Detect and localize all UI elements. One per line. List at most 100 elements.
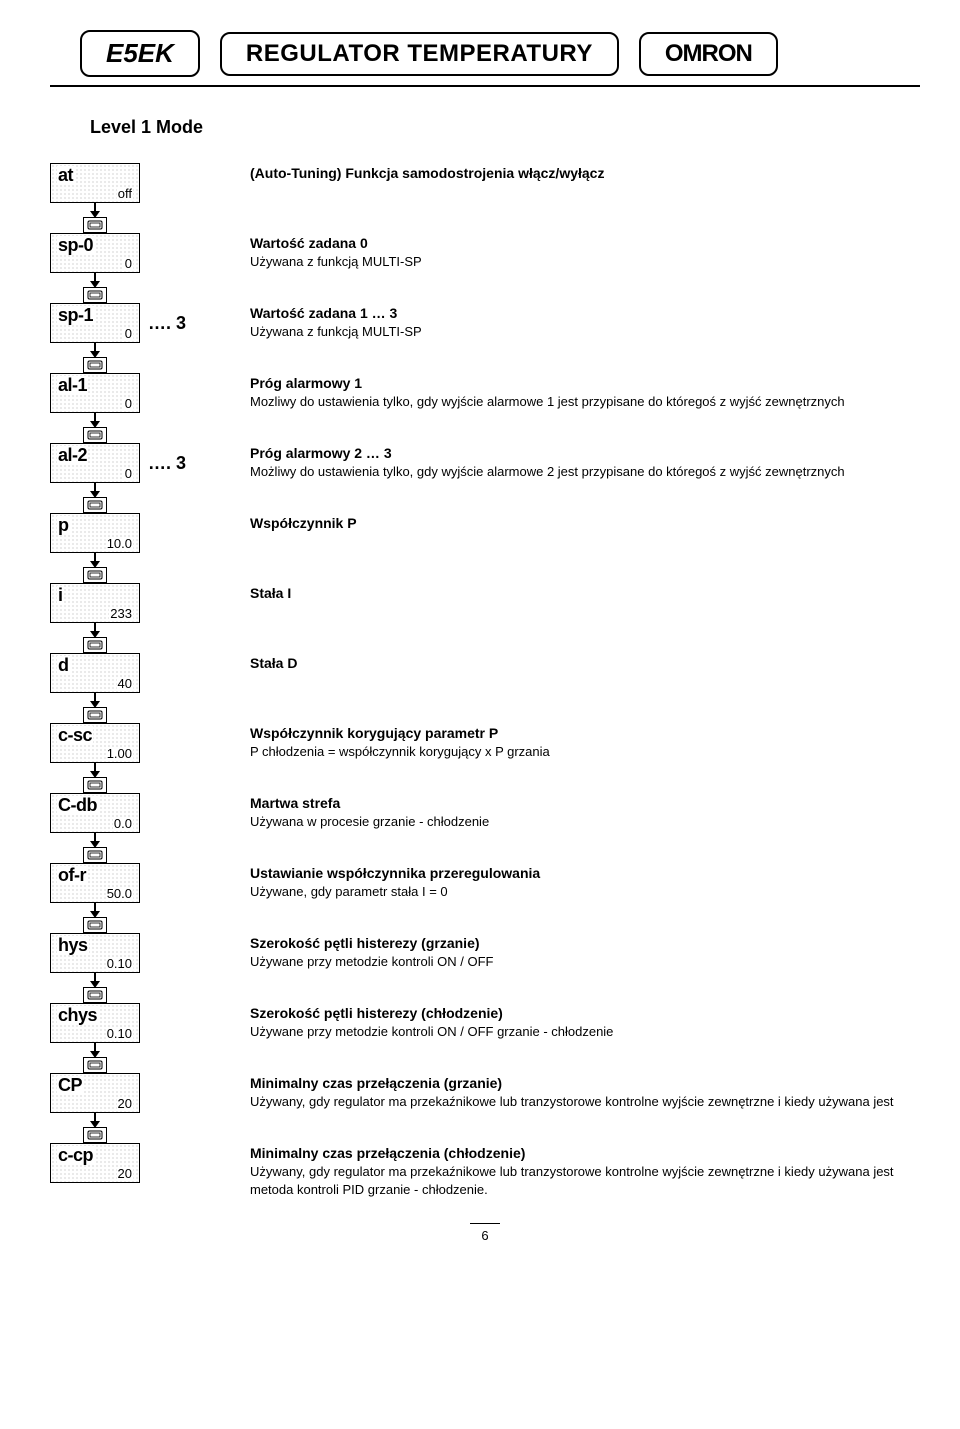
connector-row bbox=[50, 763, 920, 793]
connector-left bbox=[50, 553, 250, 583]
lcd-value: 0 bbox=[124, 327, 133, 340]
lcd-display: c-sc1.00 bbox=[50, 723, 140, 763]
param-left: c-sc1.00 bbox=[50, 723, 250, 763]
lcd-display: sp-00 bbox=[50, 233, 140, 273]
lcd-label: sp-1 bbox=[57, 306, 94, 324]
connector-row bbox=[50, 693, 920, 723]
lcd-value: 10.0 bbox=[106, 537, 133, 550]
display-key-icon bbox=[83, 497, 107, 513]
lcd-display: C-db0.0 bbox=[50, 793, 140, 833]
arrow-connector bbox=[50, 903, 140, 933]
param-description: Próg alarmowy 2 … 3Możliwy do ustawienia… bbox=[250, 443, 920, 481]
lcd-display: d40 bbox=[50, 653, 140, 693]
arrow-line bbox=[94, 973, 96, 981]
connector-row bbox=[50, 203, 920, 233]
connector-left bbox=[50, 203, 250, 233]
param-description: Minimalny czas przełączenia (grzanie)Uży… bbox=[250, 1073, 920, 1111]
arrow-connector bbox=[50, 203, 140, 233]
connector-left bbox=[50, 413, 250, 443]
param-description: Współczynnik P bbox=[250, 513, 920, 533]
param-subtitle: Używane przy metodzie kontroli ON / OFF bbox=[250, 953, 920, 971]
connector-filler bbox=[250, 973, 920, 975]
connector-filler bbox=[250, 1113, 920, 1115]
param-description: Wartość zadana 1 … 3Używana z funkcją MU… bbox=[250, 303, 920, 341]
display-key-icon bbox=[83, 987, 107, 1003]
connector-left bbox=[50, 343, 250, 373]
arrow-connector bbox=[50, 763, 140, 793]
connector-row bbox=[50, 1043, 920, 1073]
model-box: E5EK bbox=[80, 30, 200, 77]
lcd-value: 0 bbox=[124, 467, 133, 480]
lcd-value: 233 bbox=[109, 607, 133, 620]
lcd-display: atoff bbox=[50, 163, 140, 203]
param-description: Ustawianie współczynnika przeregulowania… bbox=[250, 863, 920, 901]
connector-filler bbox=[250, 273, 920, 275]
lcd-label: d bbox=[57, 656, 70, 674]
connector-filler bbox=[250, 833, 920, 835]
arrow-line bbox=[94, 833, 96, 841]
lcd-label: chys bbox=[57, 1006, 98, 1024]
param-row: atoff (Auto-Tuning) Funkcja samodostrojen… bbox=[50, 163, 920, 203]
display-key-icon bbox=[83, 707, 107, 723]
param-left: hys0.10 bbox=[50, 933, 250, 973]
param-subtitle: Używana w procesie grzanie - chłodzenie bbox=[250, 813, 920, 831]
arrow-line bbox=[94, 343, 96, 351]
param-title: Wartość zadana 0 bbox=[250, 235, 920, 251]
arrow-connector bbox=[50, 483, 140, 513]
arrow-line bbox=[94, 693, 96, 701]
title-label: REGULATOR TEMPERATURY bbox=[246, 40, 593, 68]
param-subtitle: Używana z funkcją MULTI-SP bbox=[250, 323, 920, 341]
display-key-icon bbox=[83, 847, 107, 863]
param-subtitle: Używane przy metodzie kontroli ON / OFF … bbox=[250, 1023, 920, 1041]
arrow-connector bbox=[50, 1043, 140, 1073]
lcd-display: of-r50.0 bbox=[50, 863, 140, 903]
lcd-display: CP20 bbox=[50, 1073, 140, 1113]
arrow-line bbox=[94, 553, 96, 561]
lcd-label: al-1 bbox=[57, 376, 88, 394]
param-left: d40 bbox=[50, 653, 250, 693]
lcd-display: chys 0.10 bbox=[50, 1003, 140, 1043]
param-subtitle: Używany, gdy regulator ma przekaźnikowe … bbox=[250, 1093, 920, 1111]
param-left: sp-00 bbox=[50, 233, 250, 273]
connector-filler bbox=[250, 203, 920, 205]
param-description: Stała D bbox=[250, 653, 920, 673]
arrow-connector bbox=[50, 1113, 140, 1143]
param-list: atoff (Auto-Tuning) Funkcja samodostrojen… bbox=[50, 163, 920, 1198]
param-title: Szerokość pętli histerezy (chłodzenie) bbox=[250, 1005, 920, 1021]
param-description: (Auto-Tuning) Funkcja samodostrojenia wł… bbox=[250, 163, 920, 183]
level-title: Level 1 Mode bbox=[90, 117, 920, 138]
display-key-icon bbox=[83, 287, 107, 303]
brand-box: OMRON bbox=[639, 32, 778, 76]
param-left: chys 0.10 bbox=[50, 1003, 250, 1043]
page-number: 6 bbox=[470, 1223, 500, 1243]
display-key-icon bbox=[83, 1127, 107, 1143]
arrow-connector bbox=[50, 623, 140, 653]
param-left: C-db0.0 bbox=[50, 793, 250, 833]
connector-row bbox=[50, 833, 920, 863]
arrow-connector bbox=[50, 833, 140, 863]
param-subtitle: Używana z funkcją MULTI-SP bbox=[250, 253, 920, 271]
param-title: Stała D bbox=[250, 655, 920, 671]
connector-filler bbox=[250, 763, 920, 765]
param-left: c-cp20 bbox=[50, 1143, 250, 1183]
param-row: p10.0Współczynnik P bbox=[50, 513, 920, 553]
connector-row bbox=[50, 413, 920, 443]
lcd-label: of-r bbox=[57, 866, 87, 884]
lcd-value: 0.10 bbox=[106, 1027, 133, 1040]
param-title: Współczynnik P bbox=[250, 515, 920, 531]
display-key-icon bbox=[83, 1057, 107, 1073]
title-box: REGULATOR TEMPERATURY bbox=[220, 32, 619, 76]
display-key-icon bbox=[83, 567, 107, 583]
header: E5EK REGULATOR TEMPERATURY OMRON bbox=[80, 30, 920, 77]
connector-left bbox=[50, 1043, 250, 1073]
param-row: sp-1 0 …. 3 Wartość zadana 1 … 3Używana z f… bbox=[50, 303, 920, 343]
lcd-value: 0 bbox=[124, 257, 133, 270]
lcd-value: 20 bbox=[117, 1097, 133, 1110]
connector-row bbox=[50, 623, 920, 653]
param-title: (Auto-Tuning) Funkcja samodostrojenia wł… bbox=[250, 165, 920, 181]
lcd-label: c-cp bbox=[57, 1146, 94, 1164]
param-suffix: …. 3 bbox=[148, 313, 186, 334]
param-row: C-db0.0Martwa strefaUżywana w procesie g… bbox=[50, 793, 920, 833]
param-row: al-20…. 3Próg alarmowy 2 … 3Możliwy do u… bbox=[50, 443, 920, 483]
param-row: i233Stała I bbox=[50, 583, 920, 623]
